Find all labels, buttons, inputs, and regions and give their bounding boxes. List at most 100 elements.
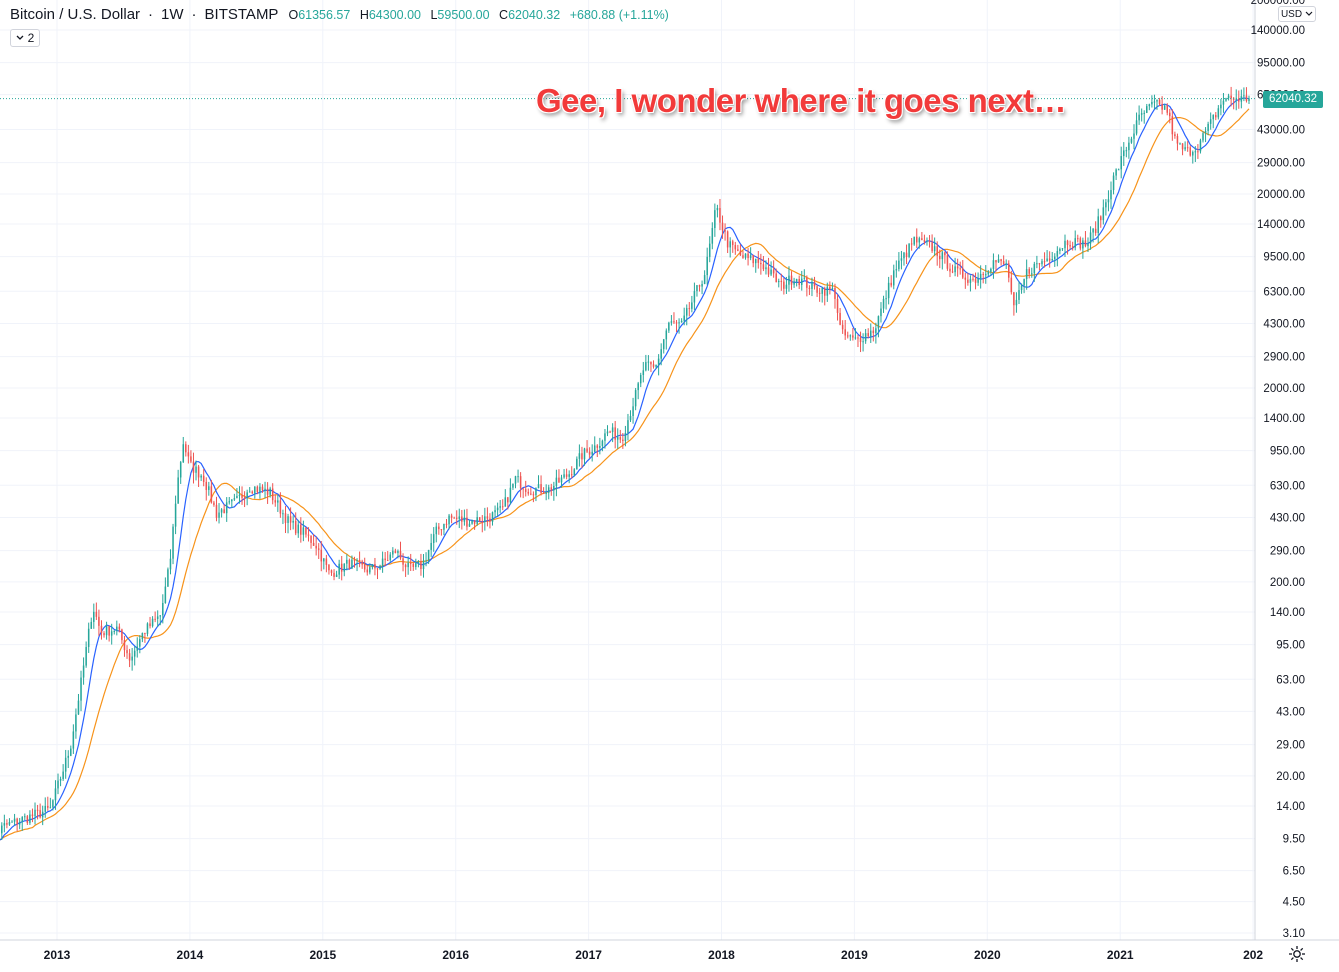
candle-body — [200, 475, 202, 478]
currency-selector[interactable]: USD — [1278, 6, 1316, 22]
candle-body — [192, 461, 195, 473]
ohlc-values: O61356.57 H64300.00 L59500.00 C62040.32 … — [288, 8, 668, 22]
time-tick-label: 2019 — [841, 948, 868, 962]
candle-body — [1240, 96, 1243, 102]
candle-body — [967, 279, 969, 283]
candle-body — [310, 535, 312, 543]
candle-body — [468, 523, 471, 527]
candle-body — [323, 558, 325, 562]
candle-body — [1179, 143, 1181, 145]
price-tick-label: 2900.00 — [1263, 352, 1305, 364]
candle-body — [397, 550, 399, 554]
candle-body — [1181, 143, 1184, 150]
chart-annotation-text[interactable]: Gee, I wonder where it goes next… — [536, 82, 1066, 119]
candle-body — [478, 517, 481, 522]
candle-body — [844, 329, 846, 336]
candle-body — [1194, 151, 1197, 153]
candle-body — [581, 453, 583, 460]
candle-body — [266, 488, 269, 495]
candle-body — [182, 444, 185, 463]
candle-body — [624, 432, 627, 441]
candle-body — [614, 427, 616, 440]
candle-body — [570, 474, 573, 476]
candle-body — [284, 513, 287, 523]
candle-body — [908, 243, 910, 257]
candle-body — [335, 574, 338, 577]
last-price-badge: 62040.32 — [1263, 90, 1323, 108]
candle-body — [473, 520, 476, 524]
candle-body — [463, 517, 466, 522]
candle-body — [427, 549, 430, 561]
candle-body — [849, 335, 852, 337]
price-axis-panel — [1255, 0, 1339, 972]
candle-body — [800, 278, 803, 286]
candle-body — [236, 496, 238, 499]
candle-body — [969, 278, 972, 283]
candle-body — [652, 364, 655, 367]
candle-body — [179, 462, 182, 478]
moving-average-slow-line — [0, 108, 1250, 841]
candle-body — [348, 559, 351, 569]
candle-body — [1066, 240, 1069, 246]
candle-body — [36, 809, 39, 811]
candle-body — [328, 564, 330, 571]
chevron-down-icon — [1305, 11, 1313, 16]
candle-body — [1120, 156, 1122, 170]
candle-body — [202, 475, 205, 482]
candle-body — [41, 811, 44, 818]
candle-body — [415, 563, 417, 567]
high-key: H — [359, 8, 369, 22]
high-value: 64300.00 — [368, 8, 421, 22]
candle-body — [632, 406, 634, 416]
candle-body — [921, 238, 923, 241]
candle-body — [913, 236, 915, 245]
candle-body — [558, 477, 560, 483]
candle-body — [563, 474, 565, 478]
gear-icon[interactable] — [1287, 944, 1307, 964]
candle-body — [98, 616, 100, 626]
candle-body — [1227, 95, 1230, 99]
candle-body — [376, 568, 379, 570]
time-axis[interactable]: 2013 2014 2015 2016 2017 2018 2019 2020 2021 202 — [0, 939, 1339, 962]
candle-body — [225, 502, 228, 514]
candle-body — [1043, 261, 1046, 263]
candle-body — [601, 440, 604, 446]
candle-body — [527, 491, 530, 494]
candle-body — [665, 330, 668, 340]
interval-label[interactable]: 1W — [161, 6, 184, 23]
candle-body — [420, 561, 422, 569]
candle-body — [8, 822, 11, 825]
candle-body — [622, 439, 624, 441]
price-tick-label: 200.00 — [1270, 577, 1305, 589]
candle-body — [872, 330, 875, 334]
candle-body — [1125, 150, 1128, 152]
candle-body — [857, 337, 859, 339]
candle-body — [1197, 151, 1199, 153]
candle-body — [1077, 238, 1079, 240]
candle-body — [1135, 120, 1138, 134]
candle-body — [409, 562, 412, 564]
candle-body — [1082, 240, 1084, 249]
candle-body — [512, 483, 514, 488]
price-axis[interactable]: 200000.00140000.0095000.0065000.0043000.… — [1251, 0, 1339, 972]
candle-body — [862, 341, 864, 343]
candle-body — [494, 510, 496, 513]
candle-body — [875, 328, 877, 334]
indicators-collapse-button[interactable]: 2 — [10, 29, 40, 47]
candle-body — [1212, 115, 1214, 120]
time-tick-label: 202 — [1243, 948, 1263, 962]
symbol-name[interactable]: Bitcoin / U.S. Dollar — [10, 6, 141, 23]
time-tick-label: 2020 — [974, 948, 1001, 962]
exchange-label[interactable]: BITSTAMP — [204, 6, 279, 23]
candle-body — [596, 445, 599, 448]
candle-body — [1064, 240, 1066, 249]
candle-body — [821, 288, 823, 294]
candle-body — [547, 487, 550, 493]
candle-body — [1143, 112, 1145, 114]
candle-body — [839, 312, 841, 325]
price-tick-label: 14.00 — [1276, 801, 1305, 813]
candle-body — [683, 315, 685, 321]
candle-body — [338, 563, 340, 575]
candle-body — [798, 279, 800, 286]
